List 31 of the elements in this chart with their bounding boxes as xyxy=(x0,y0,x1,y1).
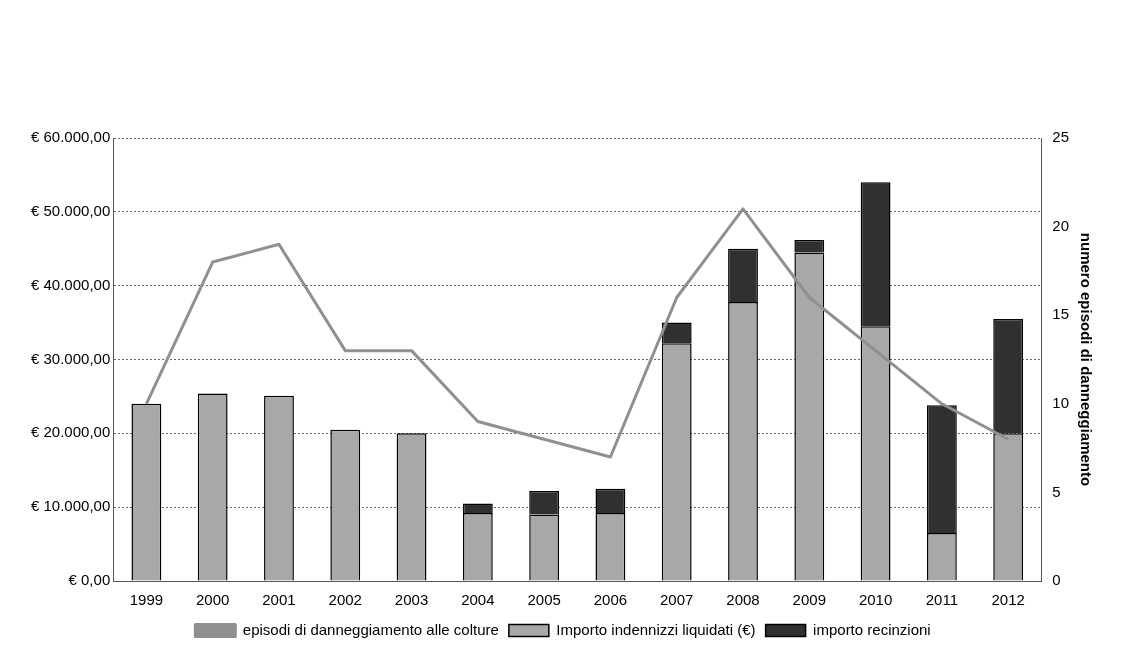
x-tick-label: 2003 xyxy=(394,591,429,609)
y-tick-label: € 40.000,00 xyxy=(30,275,111,293)
y-tick-label: € 30.000,00 xyxy=(30,349,111,367)
y-tick-label: € 0,00 xyxy=(68,571,111,589)
x-tick-label: 2005 xyxy=(527,591,561,609)
y2-tick-label: 10 xyxy=(1052,393,1069,411)
x-tick-label: 2001 xyxy=(262,591,296,609)
y2-tick-label: 0 xyxy=(1052,571,1061,589)
legend-label: episodi di danneggiamento alle colture xyxy=(242,620,499,638)
y2-tick-label: 25 xyxy=(1052,128,1069,146)
y-tick-label: € 20.000,00 xyxy=(30,423,111,441)
x-tick-label: 2002 xyxy=(328,591,362,609)
legend-label: Importo indennizzi liquidati (€) xyxy=(556,620,756,638)
x-tick-label: 2008 xyxy=(726,591,760,609)
y2-tick-label: 15 xyxy=(1052,305,1069,323)
legend-label: importo recinzioni xyxy=(813,620,931,638)
x-tick-label: 2010 xyxy=(858,591,893,609)
x-tick-label: 2006 xyxy=(593,591,628,609)
y-tick-label: € 60.000,00 xyxy=(30,128,111,146)
y2-tick-label: 5 xyxy=(1052,482,1061,500)
x-tick-label: 2000 xyxy=(195,591,230,609)
y2-tick-label: 20 xyxy=(1052,216,1069,234)
x-tick-label: 2009 xyxy=(792,591,826,609)
y-tick-label: € 10.000,00 xyxy=(30,497,111,515)
x-tick-label: 2011 xyxy=(925,591,959,609)
y2-axis-title: numero episodi di danneggiamento xyxy=(1077,232,1095,487)
x-tick-label: 2007 xyxy=(660,591,694,609)
x-tick-label: 2004 xyxy=(461,591,495,609)
x-tick-label: 1999 xyxy=(129,591,164,609)
y-tick-label: € 50.000,00 xyxy=(30,201,111,219)
x-tick-label: 2012 xyxy=(991,591,1025,609)
